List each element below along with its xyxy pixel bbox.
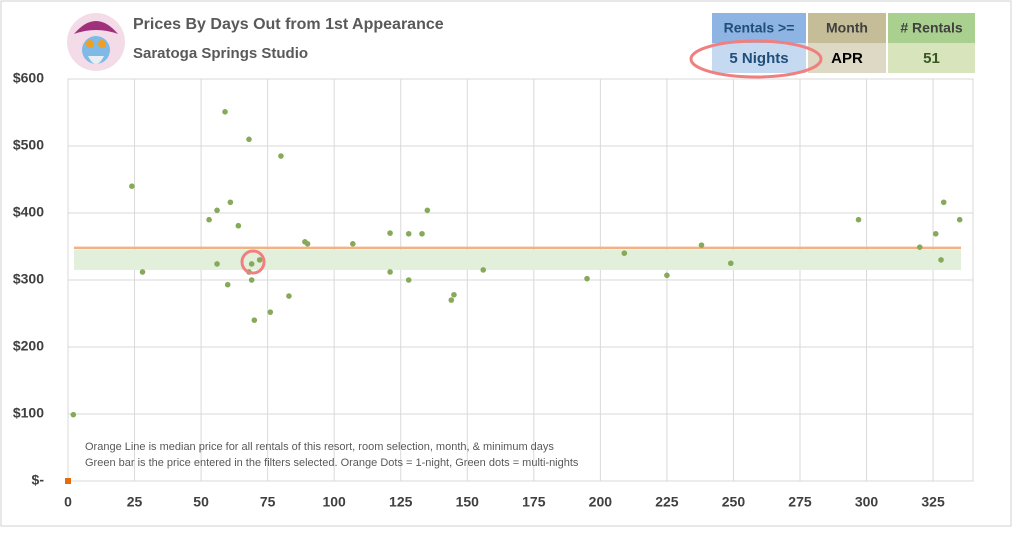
note: Green bar is the price entered in the fi… xyxy=(85,457,579,469)
point xyxy=(387,230,393,236)
point xyxy=(256,257,263,263)
filter-label: Rentals >= xyxy=(724,20,795,36)
x-tick-label: 200 xyxy=(589,494,613,510)
x-tick-label: 325 xyxy=(921,494,945,510)
point xyxy=(940,199,947,206)
y-tick-label: $300 xyxy=(13,271,44,287)
filter-header xyxy=(712,13,806,43)
point xyxy=(621,250,628,256)
x-tick-label: 300 xyxy=(855,494,879,510)
x-tick-label: 25 xyxy=(127,494,143,510)
filter-label: # Rentals xyxy=(900,20,962,36)
y-tick-label: $100 xyxy=(13,405,44,421)
y-tick-label: $400 xyxy=(13,204,44,220)
grid: $- $100 $200 $300 $400 $500 $600 0 25 50 75 100 125 1… xyxy=(13,70,974,510)
point xyxy=(227,199,234,206)
filter-value-box xyxy=(712,43,806,73)
point xyxy=(286,293,292,299)
point xyxy=(938,257,944,263)
point xyxy=(214,261,220,267)
filter-header xyxy=(888,13,975,43)
point xyxy=(139,269,146,275)
filter-panels: Rentals >= 5 Nights Month APR # Rentals 51 xyxy=(689,13,975,79)
x-tick-label: 150 xyxy=(456,494,480,510)
logo xyxy=(67,13,125,71)
point xyxy=(267,309,274,315)
point xyxy=(222,109,228,115)
highlight-ring xyxy=(240,249,266,275)
point xyxy=(664,272,670,279)
x-tick-label: 225 xyxy=(655,494,679,510)
point xyxy=(405,277,412,283)
point xyxy=(419,230,425,237)
filter-value: 51 xyxy=(923,50,940,67)
plot xyxy=(65,109,963,484)
point xyxy=(405,230,412,237)
point xyxy=(448,297,455,303)
point xyxy=(206,216,212,223)
point xyxy=(956,216,963,223)
point xyxy=(246,136,252,143)
price-band xyxy=(74,249,961,270)
point xyxy=(916,244,923,250)
point xyxy=(251,317,258,324)
point xyxy=(65,478,71,484)
point xyxy=(480,267,487,273)
point xyxy=(584,275,590,282)
x-tick-label: 250 xyxy=(722,494,746,510)
point xyxy=(224,281,231,288)
x-tick-label: 50 xyxy=(193,494,209,510)
x-tick-label: 125 xyxy=(389,494,413,510)
point xyxy=(235,222,242,229)
chart-subtitle: Saratoga Springs Studio xyxy=(133,45,308,62)
filter-label: Month xyxy=(826,20,868,36)
x-tick-label: 100 xyxy=(322,494,346,510)
point xyxy=(248,277,255,283)
point xyxy=(248,261,255,267)
y-tick-label: $500 xyxy=(13,137,44,153)
filter-header xyxy=(808,13,886,43)
note: Orange Line is median price for all rent… xyxy=(85,441,554,453)
point xyxy=(727,260,734,267)
filter-value: APR xyxy=(831,50,863,67)
point xyxy=(855,216,862,223)
highlight-ring xyxy=(689,39,823,79)
point xyxy=(698,242,705,248)
chart-title: Prices By Days Out from 1st Appearance xyxy=(133,16,444,33)
point xyxy=(350,241,356,247)
point xyxy=(932,230,939,237)
point xyxy=(424,207,431,214)
filter-value-box xyxy=(888,43,975,73)
point xyxy=(304,241,311,247)
y-tick-label: $- xyxy=(32,472,45,488)
point xyxy=(70,411,77,418)
x-tick-label: 275 xyxy=(788,494,812,510)
point xyxy=(129,183,135,189)
x-tick-label: 175 xyxy=(522,494,546,510)
point xyxy=(451,291,457,298)
point xyxy=(387,269,393,275)
point xyxy=(278,153,284,159)
x-tick-label: 75 xyxy=(260,494,276,510)
point xyxy=(214,207,220,214)
filter-value: 5 Nights xyxy=(729,50,788,67)
x-tick-label: 0 xyxy=(64,494,72,510)
y-tick-label: $600 xyxy=(13,70,44,86)
y-tick-label: $200 xyxy=(13,338,44,354)
